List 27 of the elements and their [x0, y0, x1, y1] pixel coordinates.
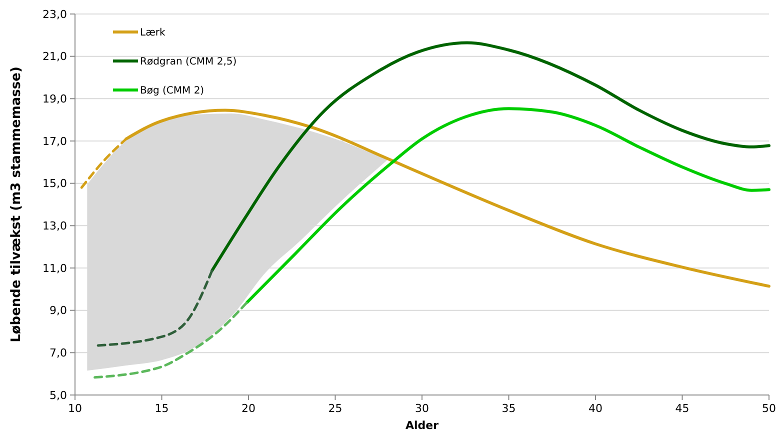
x-tick-label: 20 [242, 402, 256, 415]
legend-label: Bøg (CMM 2) [140, 86, 204, 96]
legend-label: Rødgran (CMM 2,5) [140, 56, 237, 68]
line-series [246, 107, 770, 304]
y-tick-label: 17,0 [42, 134, 67, 148]
y-tick-label: 5,0 [50, 388, 67, 402]
x-tick-label: 10 [68, 402, 82, 415]
x-tick-label: 35 [502, 402, 516, 415]
y-tick-label: 7,0 [50, 346, 67, 360]
x-tick-label: 25 [328, 402, 342, 415]
x-tick-label: 40 [588, 402, 602, 415]
y-tick-label: 19,0 [42, 92, 67, 106]
y-tick-label: 15,0 [42, 177, 67, 190]
y-tick-label: 13,0 [42, 220, 67, 233]
y-axis-title: Løbende tilvækst (m3 stammemasse) [9, 66, 24, 342]
x-tick-label: 15 [154, 402, 169, 415]
y-tick-label: 23,0 [42, 8, 67, 21]
x-axis-title: Alder [405, 419, 440, 432]
y-tick-label: 21,0 [42, 50, 67, 64]
x-tick-label: 45 [675, 402, 690, 415]
y-tick-label: 11,0 [42, 262, 67, 275]
x-tick-label: 30 [415, 402, 429, 415]
y-tick-label: 9,0 [50, 304, 67, 318]
line-series [96, 269, 214, 347]
line-series [94, 301, 248, 379]
x-tick-label: 50 [762, 402, 776, 415]
legend-label: Lærk [140, 28, 166, 38]
